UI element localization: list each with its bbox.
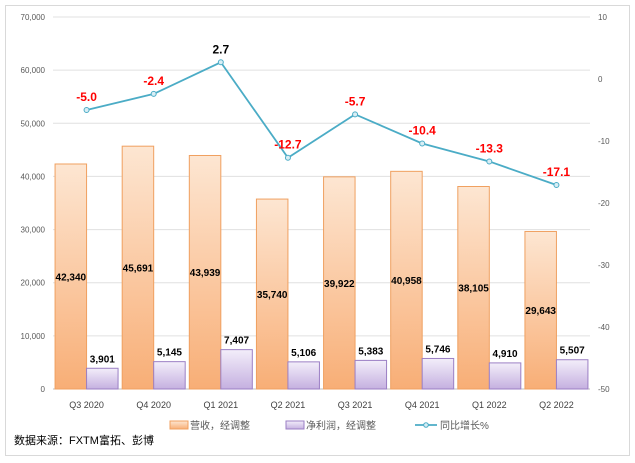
x-tick-label: Q3 2020 bbox=[69, 400, 104, 410]
y-right-tick-label: 10 bbox=[598, 13, 607, 22]
growth-data-label: -2.4 bbox=[143, 74, 164, 88]
profit-data-label: 5,746 bbox=[425, 344, 450, 355]
x-tick-label: Q4 2020 bbox=[136, 400, 171, 410]
y-right-tick-label: -40 bbox=[598, 323, 610, 332]
y-right-tick-label: -10 bbox=[598, 137, 610, 146]
x-tick-label: Q1 2021 bbox=[204, 400, 239, 410]
x-tick-label: Q3 2021 bbox=[338, 400, 373, 410]
x-tick-label: Q4 2021 bbox=[405, 400, 440, 410]
profit-data-label: 5,145 bbox=[157, 348, 182, 359]
revenue-data-label: 38,105 bbox=[458, 284, 489, 295]
profit-bar bbox=[86, 367, 119, 390]
growth-point bbox=[419, 140, 426, 147]
revenue-data-label: 45,691 bbox=[123, 264, 154, 275]
y-left-tick-label: 30,000 bbox=[21, 226, 46, 235]
growth-point bbox=[553, 182, 560, 189]
growth-line bbox=[86, 61, 557, 186]
profit-bar bbox=[220, 349, 253, 390]
revenue-data-label: 43,939 bbox=[190, 268, 221, 279]
profit-bar bbox=[287, 361, 320, 390]
y-right-tick-label: -20 bbox=[598, 199, 610, 208]
profit-data-label: 3,901 bbox=[90, 354, 115, 365]
profit-bar bbox=[153, 361, 186, 390]
growth-data-label: -12.7 bbox=[274, 138, 302, 152]
revenue-bar bbox=[255, 198, 289, 390]
x-tick-label: Q2 2021 bbox=[271, 400, 306, 410]
x-tick-label: Q1 2022 bbox=[472, 400, 507, 410]
x-tick-label: Q2 2022 bbox=[539, 400, 574, 410]
y-left-tick-label: 20,000 bbox=[21, 279, 46, 288]
revenue-bar bbox=[524, 230, 557, 390]
y-left-tick-label: 50,000 bbox=[21, 119, 46, 128]
profit-data-label: 4,910 bbox=[493, 349, 518, 360]
y-right-tick-label: -50 bbox=[598, 385, 610, 394]
legend-profit-swatch bbox=[285, 420, 305, 430]
growth-data-label: -17.1 bbox=[543, 165, 571, 179]
legend-revenue-swatch bbox=[169, 420, 189, 430]
revenue-bar bbox=[121, 145, 155, 390]
profit-bar bbox=[488, 362, 522, 390]
y-left-tick-label: 0 bbox=[41, 385, 46, 394]
y-left-tick-label: 10,000 bbox=[21, 332, 46, 341]
growth-point bbox=[150, 90, 157, 97]
growth-point bbox=[83, 107, 90, 113]
y-left-tick-label: 70,000 bbox=[21, 13, 46, 22]
profit-bar bbox=[354, 359, 388, 390]
revenue-data-label: 39,922 bbox=[324, 279, 355, 290]
legend-growth-label: 同比增长% bbox=[440, 419, 489, 432]
revenue-bar bbox=[390, 170, 423, 390]
profit-bar bbox=[555, 359, 589, 390]
profit-data-label: 5,383 bbox=[358, 346, 383, 357]
revenue-data-label: 42,340 bbox=[56, 272, 87, 283]
revenue-bar bbox=[323, 176, 356, 390]
legend-profit-label: 净利润，经调整 bbox=[306, 419, 376, 432]
growth-data-label: -5.7 bbox=[345, 94, 366, 108]
revenue-data-label: 40,958 bbox=[391, 276, 422, 287]
source-note: 数据来源：FXTM富拓、彭博 bbox=[14, 435, 154, 447]
profit-data-label: 5,507 bbox=[560, 346, 585, 357]
revenue-bar bbox=[188, 154, 222, 390]
profit-bar bbox=[421, 357, 455, 390]
revenue-data-label: 29,643 bbox=[525, 306, 556, 317]
growth-data-label: 2.7 bbox=[212, 42, 229, 56]
revenue-bar bbox=[457, 185, 490, 390]
legend-revenue-label: 营收，经调整 bbox=[190, 419, 250, 432]
growth-data-label: -5.0 bbox=[76, 90, 97, 104]
y-right-tick-label: 0 bbox=[598, 75, 603, 84]
legend-growth-marker bbox=[423, 422, 429, 428]
y-left-tick-label: 40,000 bbox=[21, 172, 46, 181]
y-left-tick-label: 60,000 bbox=[21, 66, 46, 75]
growth-data-label: -13.3 bbox=[476, 141, 504, 155]
y-right-tick-label: -30 bbox=[598, 261, 610, 270]
revenue-bar bbox=[54, 163, 88, 390]
growth-point bbox=[217, 59, 224, 66]
profit-data-label: 7,407 bbox=[224, 336, 249, 347]
revenue-data-label: 35,740 bbox=[257, 290, 288, 301]
growth-point bbox=[352, 111, 359, 118]
growth-point bbox=[284, 154, 291, 161]
growth-point bbox=[486, 158, 493, 165]
profit-data-label: 5,106 bbox=[291, 348, 316, 359]
growth-data-label: -10.4 bbox=[409, 123, 437, 137]
